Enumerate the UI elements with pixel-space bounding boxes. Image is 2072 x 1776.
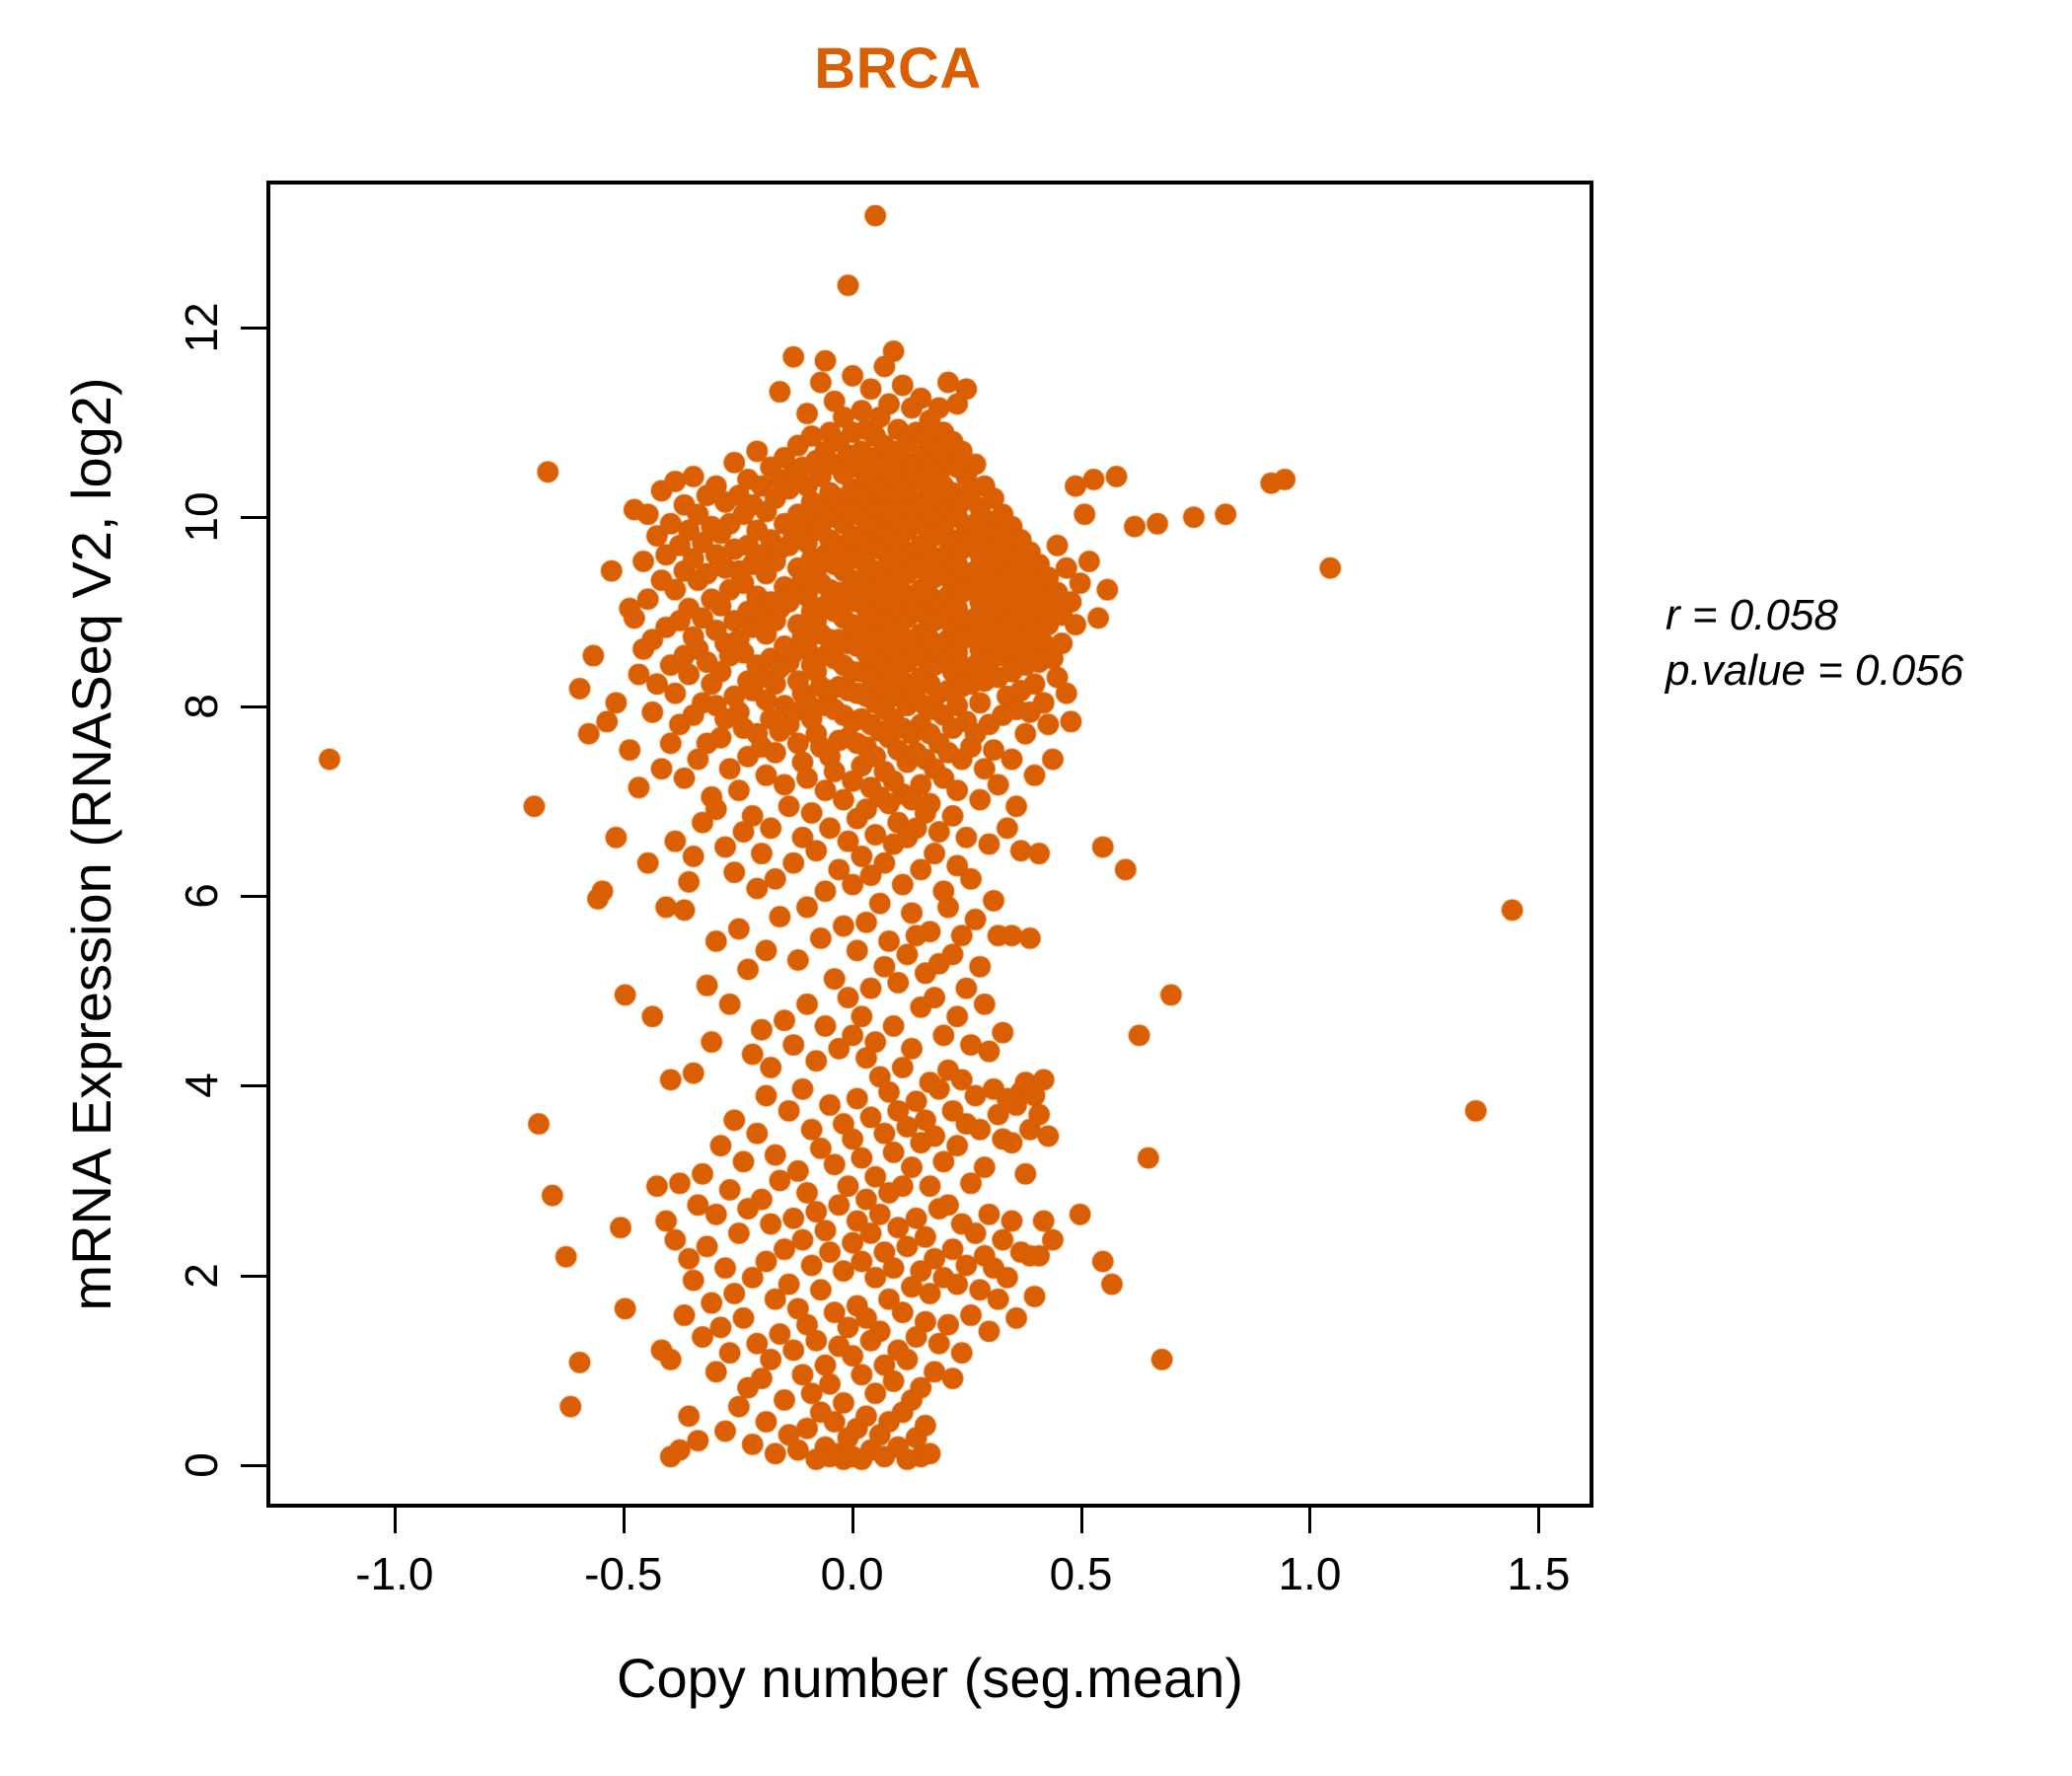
y-tick-mark [241, 516, 266, 520]
page-title: BRCA [814, 37, 982, 101]
scatter-points-layer [270, 185, 1590, 1504]
x-tick-label: -0.5 [584, 1548, 663, 1599]
x-axis-title: Copy number (seg.mean) [617, 1647, 1243, 1709]
x-tick-label: 1.0 [1278, 1548, 1342, 1599]
x-tick-mark [622, 1508, 626, 1533]
x-tick-mark [393, 1508, 397, 1533]
y-tick-mark [241, 1274, 266, 1278]
plot-panel [266, 181, 1593, 1508]
y-tick-label: 4 [176, 1073, 227, 1099]
y-tick-label: 2 [176, 1262, 227, 1289]
x-tick-mark [1537, 1508, 1541, 1533]
x-tick-mark [851, 1508, 854, 1533]
x-tick-mark [1308, 1508, 1312, 1533]
x-tick-mark [1079, 1508, 1083, 1533]
statistics-annotation: r = 0.058 p.value = 0.056 [1665, 588, 1963, 700]
correlation-r-label: r = 0.058 [1665, 591, 1838, 639]
y-tick-mark [241, 326, 266, 330]
x-tick-label: 1.5 [1507, 1548, 1571, 1599]
y-tick-mark [241, 705, 266, 709]
x-tick-label: 0.5 [1049, 1548, 1113, 1599]
y-axis-title: mRNA Expression (RNASeq V2, log2) [60, 377, 122, 1311]
x-tick-label: 0.0 [820, 1548, 884, 1599]
y-tick-label: 0 [176, 1451, 227, 1478]
y-tick-mark [241, 1084, 266, 1088]
y-tick-label: 12 [176, 302, 227, 353]
x-tick-label: -1.0 [355, 1548, 434, 1599]
p-value-label: p.value = 0.056 [1665, 646, 1964, 696]
y-tick-mark [241, 1463, 266, 1467]
y-tick-label: 6 [176, 883, 227, 910]
y-tick-label: 10 [176, 491, 227, 543]
y-tick-label: 8 [176, 694, 227, 719]
y-tick-mark [241, 895, 266, 899]
